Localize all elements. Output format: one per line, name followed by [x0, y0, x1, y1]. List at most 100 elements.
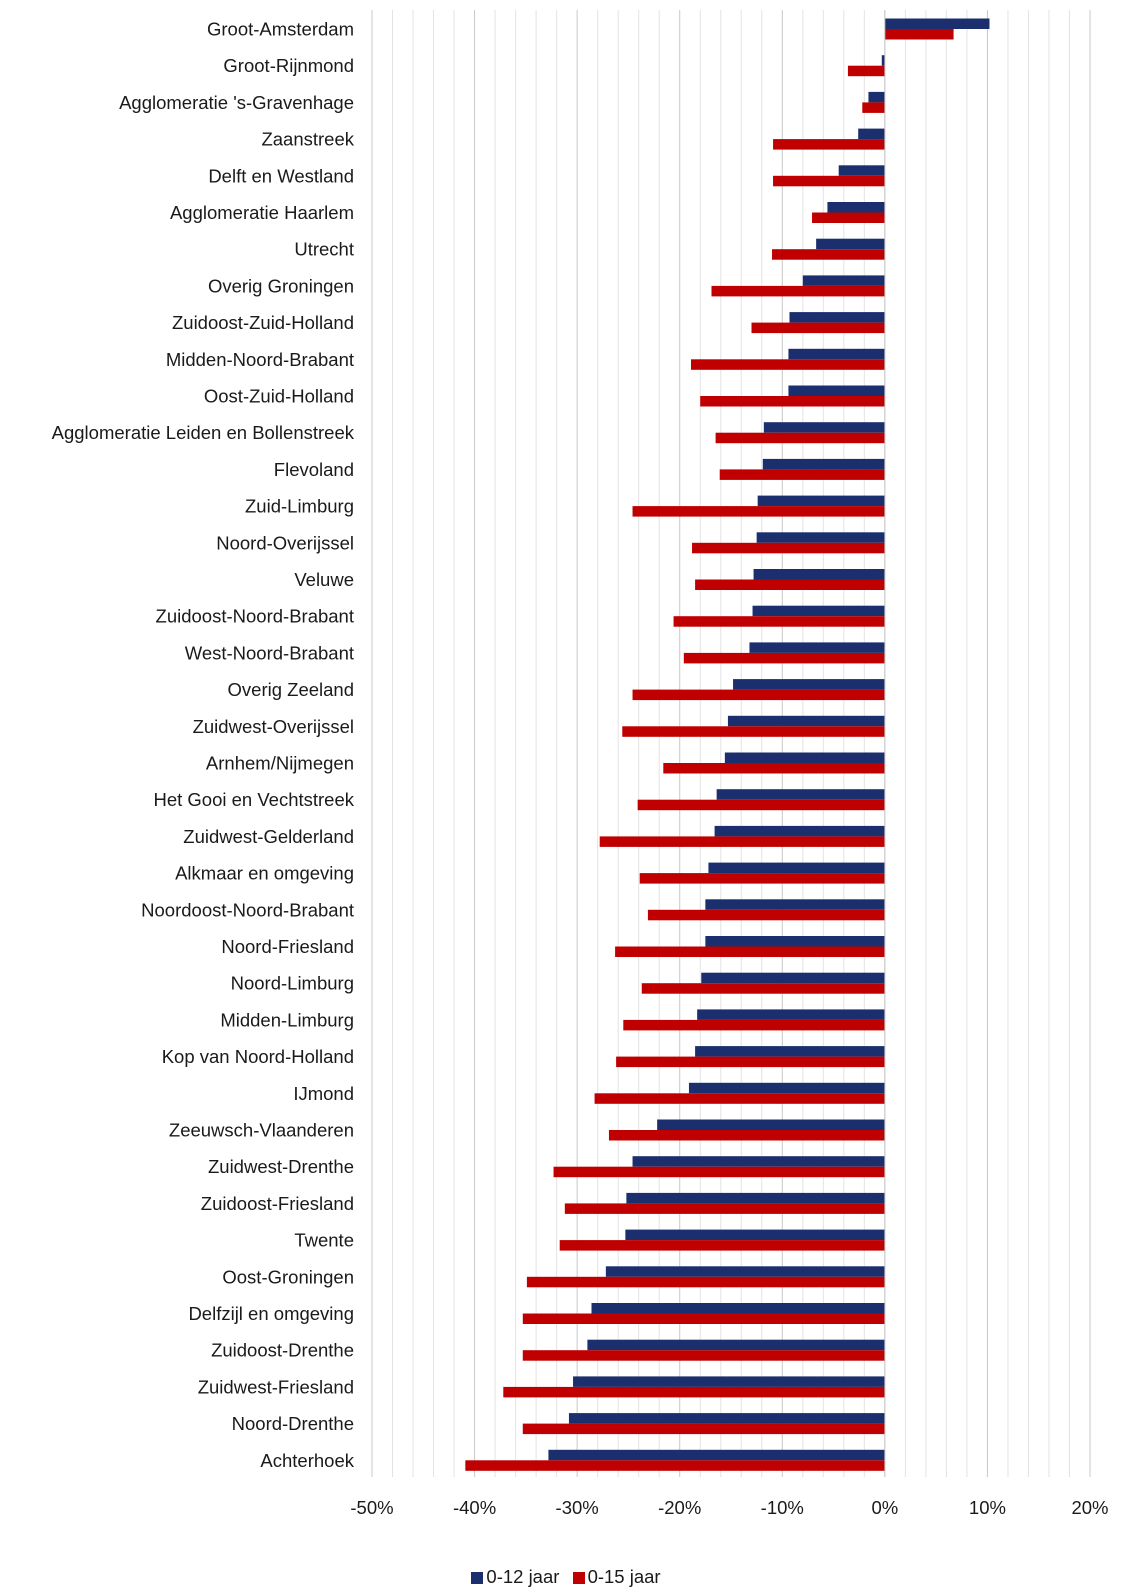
category-label: Zuidoost-Zuid-Holland [172, 312, 354, 333]
bar-0-15 [773, 175, 885, 187]
category-labels: Groot-Amsterdam Groot-Rijnmond Agglomerati… [52, 19, 355, 1471]
bar-0-12 [626, 1192, 885, 1204]
bar-0-12 [727, 715, 885, 727]
bar-0-12 [762, 458, 885, 470]
bar-0-12 [695, 1046, 885, 1057]
bar-0-12 [757, 495, 885, 507]
bar-0-12 [697, 1009, 885, 1020]
bar-0-15 [632, 689, 885, 701]
bar-0-12 [708, 862, 885, 874]
legend-label-0-15: 0-15 jaar [587, 1566, 661, 1587]
bar-0-12 [789, 312, 885, 323]
category-label: Overig Groningen [208, 275, 354, 296]
bar-0-12 [788, 385, 885, 396]
category-label: Arnhem/Nijmegen [206, 753, 354, 774]
bar-0-12 [688, 1082, 885, 1094]
bar-0-15 [690, 359, 885, 370]
bar-0-15 [847, 65, 885, 77]
category-label: Groot-Rijnmond [223, 55, 354, 76]
bar-0-12 [573, 1376, 885, 1387]
legend-swatch-0-12 [471, 1572, 484, 1584]
category-label: Utrecht [294, 239, 354, 260]
category-label: Zuidoost-Friesland [201, 1193, 354, 1214]
bar-0-15 [862, 102, 885, 113]
bar-0-15 [522, 1423, 885, 1435]
bar-0-12 [827, 202, 885, 213]
bar-0-15 [522, 1350, 885, 1361]
bar-0-15 [526, 1276, 885, 1288]
bar-0-15 [608, 1130, 885, 1141]
bar-0-15 [647, 909, 885, 921]
category-label: Achterhoek [260, 1450, 354, 1471]
category-label: Zaanstreek [261, 129, 354, 150]
bar-0-12 [716, 789, 885, 800]
category-label: Zuidwest-Overijssel [193, 716, 354, 737]
bar-0-12 [749, 642, 885, 653]
category-label: Midden-Noord-Brabant [166, 349, 354, 370]
category-label: Veluwe [294, 569, 354, 590]
category-label: Overig Zeeland [228, 679, 354, 700]
bar-0-15 [683, 652, 885, 664]
category-label: Noord-Overijssel [216, 532, 354, 553]
bar-0-15 [692, 542, 885, 554]
bar-0-12 [733, 679, 885, 690]
category-label: Midden-Limburg [220, 1009, 354, 1030]
bar-0-15 [695, 579, 885, 590]
bar-0-12 [858, 128, 885, 140]
category-label: Oost-Groningen [222, 1266, 354, 1287]
category-label: Twente [294, 1230, 354, 1251]
bar-0-12 [753, 569, 885, 580]
bar-0-15 [559, 1240, 885, 1251]
x-tick-labels: -50% -40% -30% -20% -10% 0% 10% 20% [350, 1497, 1108, 1518]
bar-0-12 [591, 1303, 885, 1314]
bar-0-12 [705, 899, 885, 910]
bar-0-15 [751, 322, 885, 334]
bar-0-12 [548, 1449, 885, 1461]
bar-0-15 [637, 799, 885, 811]
bar-0-15 [616, 1056, 885, 1068]
bar-0-15 [522, 1313, 885, 1324]
category-label: Noordoost-Noord-Brabant [141, 899, 354, 920]
bar-0-12 [816, 238, 885, 250]
category-label: Zuidoost-Noord-Brabant [156, 606, 354, 627]
category-label: Agglomeratie 's-Gravenhage [119, 92, 354, 113]
bar-0-15 [564, 1203, 885, 1214]
legend-swatch-0-15 [572, 1572, 585, 1584]
x-tick-label: -20% [658, 1497, 701, 1518]
bar-0-15 [553, 1166, 885, 1178]
bar-0-15 [884, 29, 954, 40]
bar-0-15 [715, 432, 885, 444]
category-label: Agglomeratie Haarlem [170, 202, 354, 223]
bar-0-15 [503, 1386, 885, 1398]
legend-item-0-12: 0-12 jaar [471, 1566, 559, 1588]
bar-0-15 [622, 726, 885, 737]
bar-0-15 [673, 616, 885, 627]
category-label: IJmond [293, 1083, 354, 1104]
bar-0-15 [719, 469, 885, 480]
category-label: Alkmaar en omgeving [175, 863, 354, 884]
bar-0-12 [705, 936, 885, 947]
x-tick-label: 0% [871, 1497, 898, 1518]
category-label: Noord-Friesland [221, 936, 354, 957]
bar-0-15 [615, 946, 885, 957]
bar-0-12 [802, 275, 885, 286]
bar-0-15 [812, 212, 885, 223]
bar-0-12 [701, 972, 885, 984]
bar-0-12 [657, 1119, 885, 1130]
category-label: Zuidoost-Drenthe [211, 1340, 354, 1361]
x-tick-label: -10% [761, 1497, 804, 1518]
legend: 0-12 jaar 0-15 jaar [0, 1566, 1132, 1588]
bar-0-12 [884, 18, 990, 29]
bar-0-12 [788, 348, 885, 360]
legend-item-0-15: 0-15 jaar [572, 1566, 661, 1588]
bar-0-15 [663, 763, 885, 774]
category-label: Zeeuwsch-Vlaanderen [169, 1120, 354, 1141]
bar-0-15 [465, 1460, 885, 1471]
category-label: Flevoland [274, 459, 354, 480]
category-label: Het Gooi en Vechtstreek [153, 789, 354, 810]
category-label: Delfzijl en omgeving [188, 1303, 354, 1324]
bar-0-15 [623, 1019, 885, 1031]
bar-0-15 [632, 506, 885, 517]
bar-0-12 [605, 1266, 885, 1277]
bar-0-12 [838, 165, 885, 176]
